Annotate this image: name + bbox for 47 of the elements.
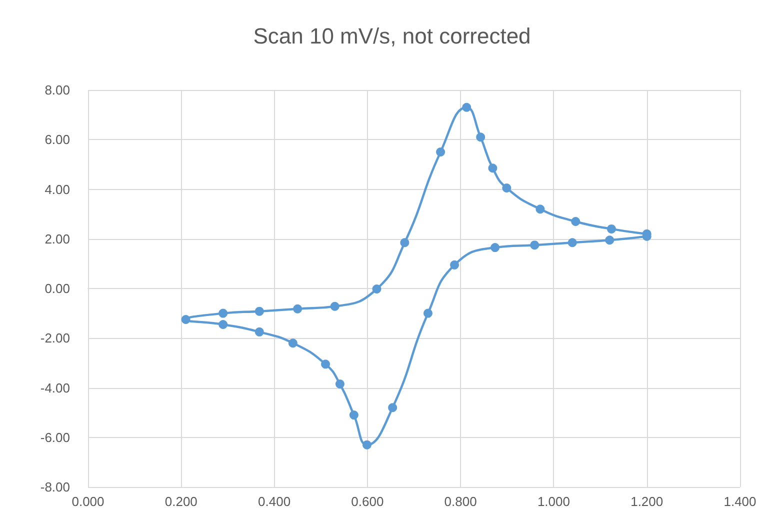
point [571,217,580,226]
x-tick-label: 0.400 [258,494,291,509]
chart-title: Scan 10 mV/s, not corrected [253,24,531,48]
point [400,238,410,248]
point [388,403,398,412]
point [450,260,460,270]
point [362,440,372,450]
x-tick-label: 0.200 [164,494,198,509]
point [218,320,228,329]
y-tick-label: -2.00 [40,330,70,346]
point [605,236,614,245]
point [530,240,540,250]
point [330,302,340,311]
point [288,338,298,348]
point [335,380,344,389]
y-tick-label: 0.00 [44,281,70,296]
point [372,284,382,294]
y-tick-label: 8.00 [44,82,70,98]
x-tick-label: 1.000 [537,494,570,509]
point [490,243,500,252]
x-tick-label: 0.800 [444,494,477,509]
y-tick-label: -4.00 [40,380,70,396]
x-tick-label: 1.400 [724,494,756,509]
point [293,304,302,314]
point [254,306,264,316]
x-tick-label: 0.000 [72,494,104,509]
y-tick-label: 4.00 [44,182,70,197]
point [321,360,330,369]
point [254,327,264,336]
y-tick-label: -8.00 [40,480,70,494]
point [606,224,616,234]
y-tick-label: 6.00 [44,132,70,148]
y-tick-label: -6.00 [40,430,70,445]
point [218,308,228,318]
x-tick-label: 1.200 [630,494,664,509]
point [181,315,190,324]
point [536,204,545,214]
x-tick-label: 0.600 [351,494,384,509]
point [423,308,432,318]
y-tick-label: 2.00 [44,231,70,246]
point [502,184,512,193]
point [488,164,498,173]
point [349,410,358,420]
point [476,132,486,142]
point [462,102,472,112]
point [436,148,446,157]
point [568,238,577,248]
